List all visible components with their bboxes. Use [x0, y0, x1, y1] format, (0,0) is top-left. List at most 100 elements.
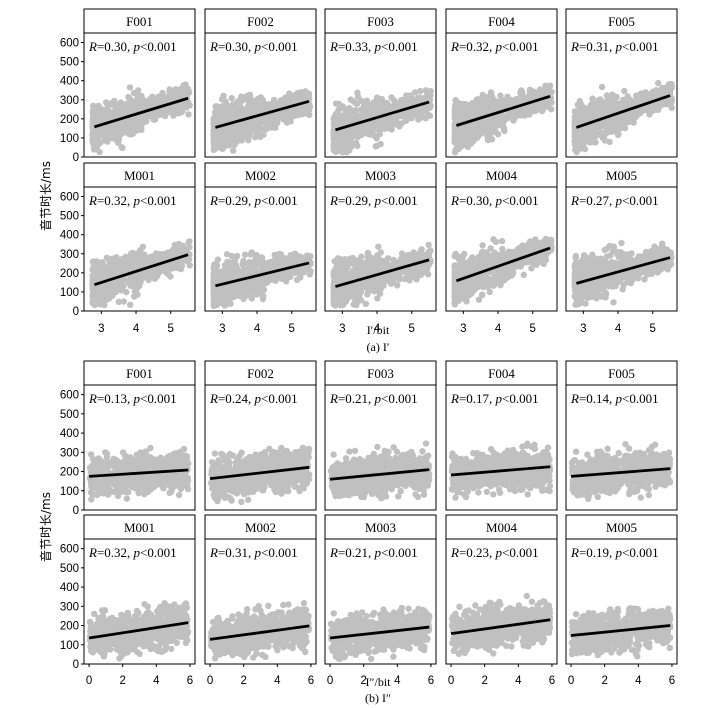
data-point	[517, 90, 525, 97]
strip-label-F003: F003	[367, 14, 394, 29]
data-point	[123, 256, 130, 263]
data-point	[157, 267, 164, 275]
data-point	[241, 108, 248, 115]
annotation-p-value: <0.001	[140, 193, 177, 208]
data-point	[166, 264, 174, 271]
panel-frame	[324, 8, 437, 158]
data-point	[251, 109, 259, 116]
data-point	[90, 102, 97, 110]
data-point	[423, 103, 430, 110]
data-point	[361, 129, 368, 136]
data-point	[373, 110, 380, 117]
data-point	[352, 139, 360, 147]
annotation-F004: R=0.32, p<0.001	[450, 39, 539, 54]
data-point	[546, 83, 553, 91]
data-point	[97, 275, 105, 282]
fit-line	[575, 94, 671, 129]
annotation-r-value: =0.31,	[579, 39, 616, 54]
data-point	[113, 105, 121, 112]
data-point	[118, 144, 125, 151]
data-point	[129, 249, 136, 257]
data-point	[92, 128, 100, 135]
fit-line	[93, 253, 189, 287]
data-point	[153, 250, 160, 257]
data-point	[578, 115, 585, 122]
annotation-M001: R=0.32, p<0.001	[88, 193, 177, 208]
data-point	[617, 124, 625, 132]
data-point	[175, 101, 183, 108]
data-point	[298, 268, 305, 275]
data-point	[624, 117, 631, 125]
data-point	[353, 100, 361, 108]
data-point	[380, 125, 388, 133]
y-tick-label: 300	[60, 249, 79, 261]
data-point	[622, 101, 629, 109]
data-point	[211, 138, 218, 145]
data-point	[528, 87, 535, 95]
data-point	[296, 253, 303, 260]
data-point	[331, 137, 338, 144]
data-point	[130, 273, 138, 281]
data-point	[137, 251, 144, 259]
data-point	[415, 116, 422, 123]
strip-label-M001: M001	[124, 168, 155, 183]
data-point	[249, 279, 257, 287]
data-point	[367, 131, 374, 138]
data-point	[388, 94, 395, 101]
data-point	[230, 262, 237, 269]
data-point	[397, 112, 404, 120]
data-point	[212, 103, 219, 110]
data-point	[304, 252, 311, 259]
data-point	[99, 291, 107, 298]
data-point	[408, 114, 415, 122]
data-point	[451, 149, 459, 156]
data-point	[272, 272, 280, 280]
data-point	[584, 107, 591, 115]
data-point	[303, 105, 310, 113]
data-point	[220, 296, 227, 303]
data-point	[457, 115, 464, 122]
data-point	[271, 261, 279, 268]
data-point	[259, 261, 266, 268]
data-point	[426, 112, 434, 120]
data-point	[668, 97, 675, 105]
data-point	[211, 130, 218, 137]
data-point	[339, 103, 346, 110]
data-point	[668, 104, 675, 112]
data-point	[221, 107, 228, 115]
data-point	[662, 87, 669, 94]
annotation-r-symbol: R	[570, 39, 579, 54]
data-point	[341, 138, 348, 145]
data-point	[623, 112, 630, 119]
data-point	[96, 286, 104, 294]
data-point	[167, 273, 174, 280]
data-point	[376, 100, 383, 108]
annotation-F001: R=0.30, p<0.001	[88, 39, 177, 54]
data-point	[452, 134, 459, 141]
data-point	[252, 134, 259, 141]
data-point	[125, 277, 132, 284]
data-point	[89, 297, 97, 305]
data-point	[295, 111, 302, 119]
data-point	[335, 131, 342, 138]
data-point	[426, 89, 433, 97]
data-point	[211, 269, 218, 276]
data-point	[455, 139, 462, 147]
data-point	[289, 268, 296, 276]
y-tick-label: 600	[60, 38, 79, 50]
data-point	[643, 90, 651, 98]
data-point	[91, 111, 98, 119]
data-point	[388, 126, 395, 133]
data-point	[471, 103, 478, 110]
data-point	[246, 91, 254, 99]
data-point	[172, 261, 180, 268]
annotation-r-symbol: R	[209, 39, 218, 54]
data-point	[496, 98, 503, 106]
data-point	[159, 96, 167, 103]
data-point	[241, 251, 249, 258]
data-point	[454, 102, 461, 109]
